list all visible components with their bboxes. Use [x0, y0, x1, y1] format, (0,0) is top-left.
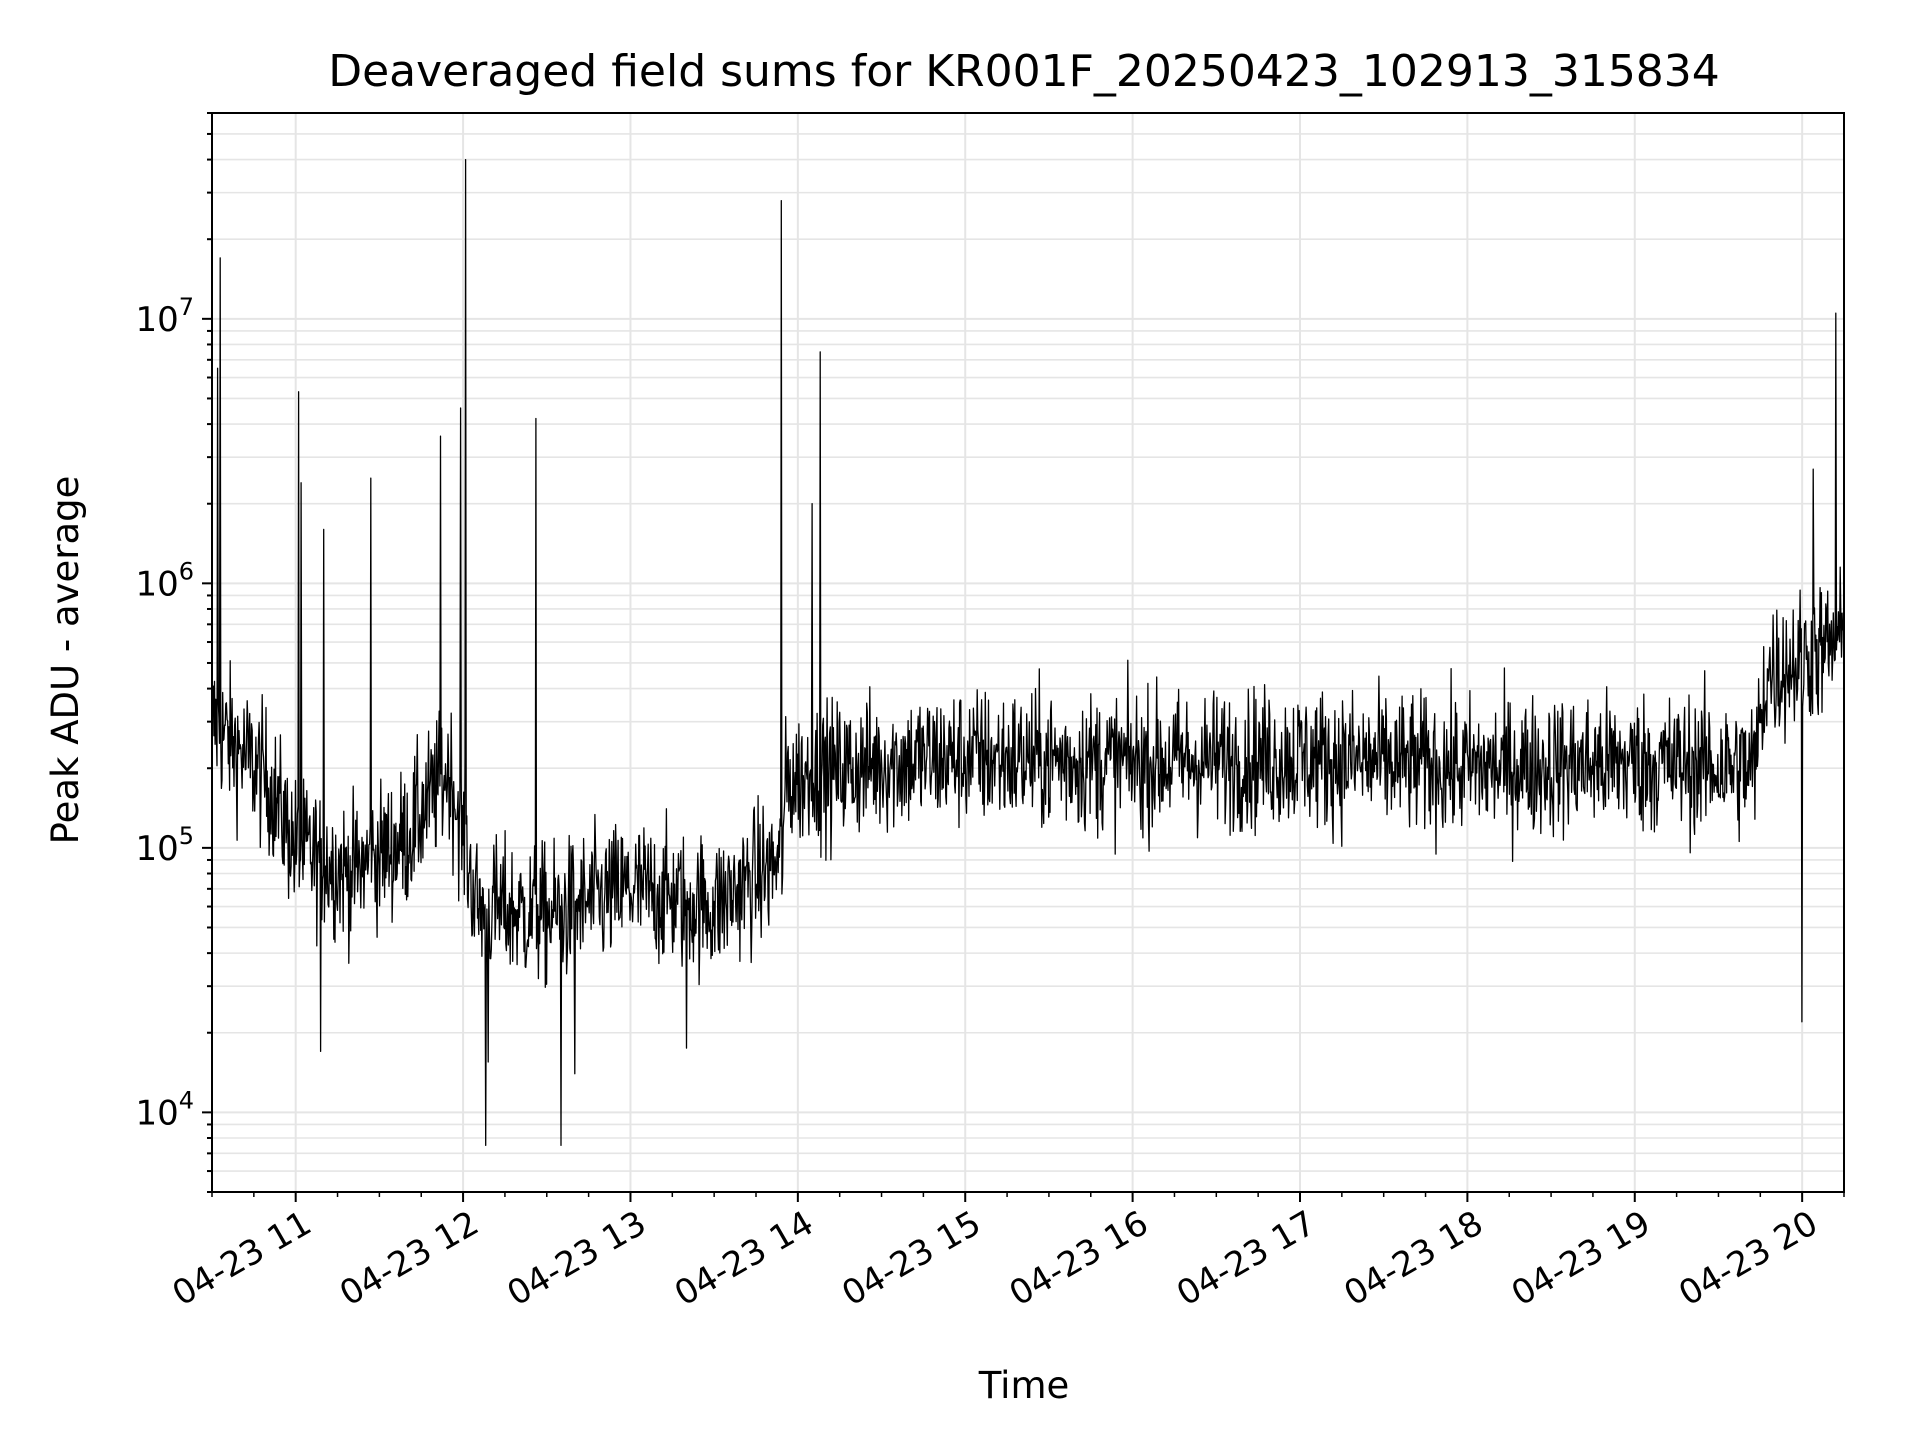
y-tick-label: 105 — [135, 822, 194, 869]
x-tick-label: 04-23 17 — [1170, 1203, 1322, 1314]
grid — [212, 112, 1844, 1193]
x-tick-label: 04-23 13 — [501, 1203, 653, 1314]
x-tick-label: 04-23 18 — [1337, 1203, 1489, 1314]
x-tick-label: 04-23 14 — [668, 1203, 820, 1314]
chart-title: Deaveraged field sums for KR001F_2025042… — [328, 46, 1720, 97]
x-tick-label: 04-23 12 — [333, 1203, 485, 1314]
y-tick-label: 107 — [135, 293, 194, 340]
series-layer — [211, 158, 1845, 1147]
y-tick-label: 106 — [135, 557, 194, 604]
series-line — [211, 158, 1845, 1147]
x-tick-label: 04-23 11 — [166, 1203, 318, 1314]
x-tick-label: 04-23 20 — [1672, 1203, 1824, 1314]
x-tick-label: 04-23 15 — [835, 1203, 987, 1314]
y-axis-title: Peak ADU - average — [44, 476, 87, 845]
x-axis-title: Time — [978, 1364, 1070, 1407]
x-tick-label: 04-23 19 — [1505, 1203, 1657, 1314]
plot-frame — [211, 112, 1845, 1193]
x-tick-label: 04-23 16 — [1003, 1203, 1155, 1314]
y-tick-label: 104 — [135, 1086, 194, 1133]
